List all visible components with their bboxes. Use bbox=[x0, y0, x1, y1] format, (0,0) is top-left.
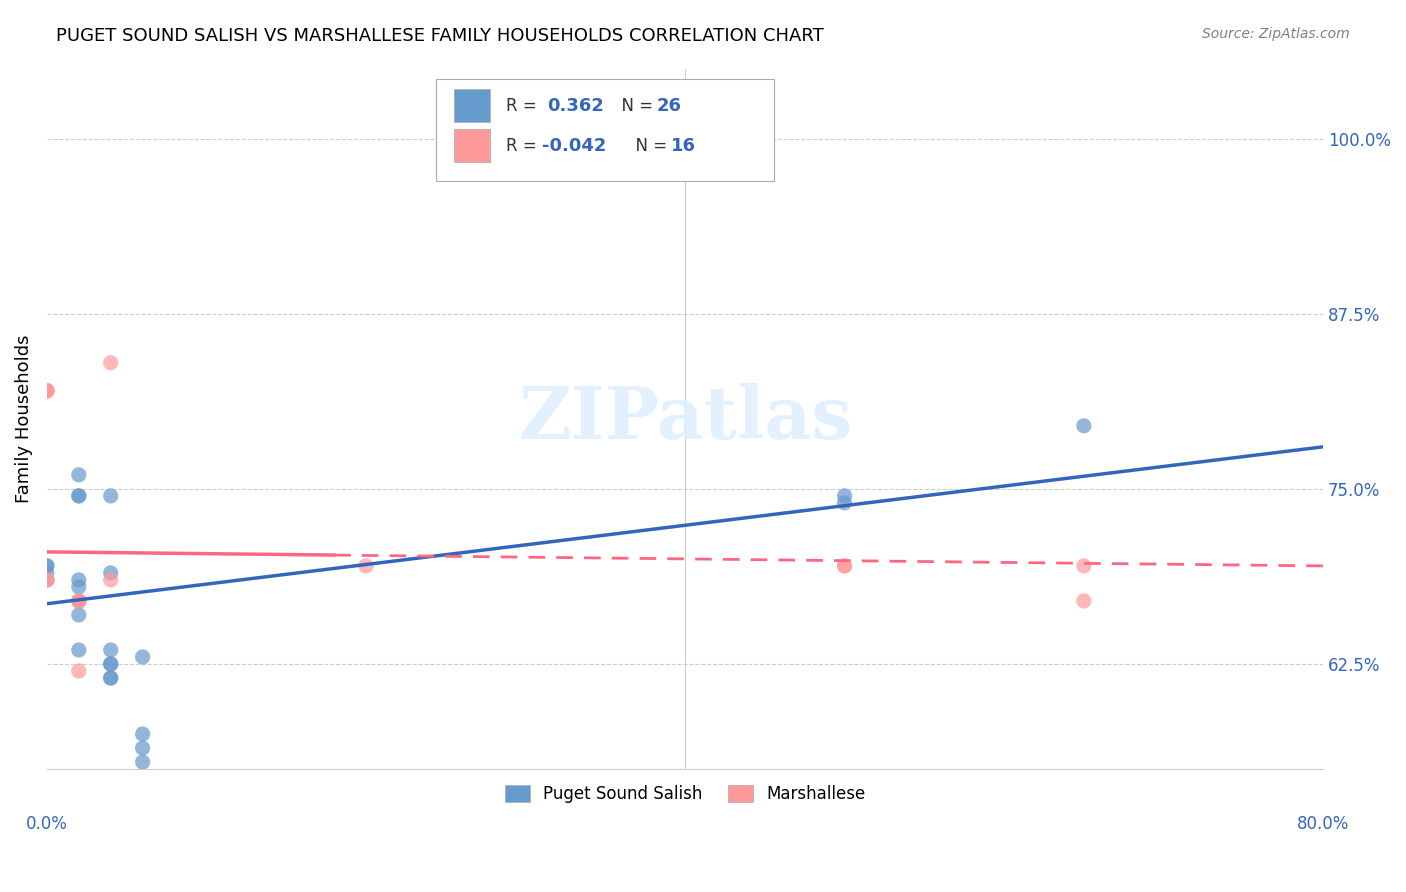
Point bbox=[67, 573, 90, 587]
Point bbox=[354, 558, 377, 573]
Point bbox=[67, 594, 90, 608]
Point bbox=[100, 643, 122, 657]
Point bbox=[35, 566, 58, 580]
Point bbox=[67, 664, 90, 678]
Text: 0.362: 0.362 bbox=[547, 96, 605, 115]
Point bbox=[100, 671, 122, 685]
Point bbox=[100, 573, 122, 587]
Point bbox=[1073, 558, 1095, 573]
Text: PUGET SOUND SALISH VS MARSHALLESE FAMILY HOUSEHOLDS CORRELATION CHART: PUGET SOUND SALISH VS MARSHALLESE FAMILY… bbox=[56, 27, 824, 45]
Text: 0.0%: 0.0% bbox=[25, 815, 67, 833]
Point bbox=[35, 384, 58, 398]
Point bbox=[131, 741, 153, 756]
Point bbox=[35, 573, 58, 587]
Point bbox=[67, 607, 90, 622]
Point bbox=[100, 657, 122, 671]
Point bbox=[1073, 594, 1095, 608]
Text: 80.0%: 80.0% bbox=[1296, 815, 1350, 833]
Point bbox=[100, 566, 122, 580]
Point bbox=[67, 643, 90, 657]
Text: N =: N = bbox=[612, 96, 658, 115]
FancyBboxPatch shape bbox=[436, 79, 775, 180]
Text: R =: R = bbox=[506, 136, 543, 154]
Point bbox=[834, 489, 856, 503]
Y-axis label: Family Households: Family Households bbox=[15, 334, 32, 503]
Text: N =: N = bbox=[626, 136, 672, 154]
Point bbox=[100, 489, 122, 503]
FancyBboxPatch shape bbox=[454, 128, 489, 162]
Text: 26: 26 bbox=[657, 96, 682, 115]
Point bbox=[834, 496, 856, 510]
Text: -0.042: -0.042 bbox=[543, 136, 606, 154]
Point bbox=[67, 489, 90, 503]
Text: ZIPatlas: ZIPatlas bbox=[517, 384, 852, 454]
Point bbox=[131, 727, 153, 741]
Point bbox=[834, 558, 856, 573]
Text: R =: R = bbox=[506, 96, 547, 115]
Text: 16: 16 bbox=[671, 136, 696, 154]
Point bbox=[100, 356, 122, 370]
Point bbox=[35, 573, 58, 587]
Point bbox=[67, 594, 90, 608]
Point bbox=[67, 580, 90, 594]
Point bbox=[67, 489, 90, 503]
Point bbox=[35, 384, 58, 398]
Point bbox=[131, 650, 153, 665]
Point bbox=[67, 467, 90, 482]
Legend: Puget Sound Salish, Marshallese: Puget Sound Salish, Marshallese bbox=[498, 779, 872, 810]
Point bbox=[100, 671, 122, 685]
Point bbox=[35, 558, 58, 573]
Point bbox=[67, 594, 90, 608]
FancyBboxPatch shape bbox=[454, 89, 489, 122]
Text: Source: ZipAtlas.com: Source: ZipAtlas.com bbox=[1202, 27, 1350, 41]
Point bbox=[35, 573, 58, 587]
Point bbox=[35, 384, 58, 398]
Point bbox=[35, 384, 58, 398]
Point bbox=[131, 755, 153, 769]
Point bbox=[1073, 418, 1095, 433]
Point bbox=[100, 657, 122, 671]
Point bbox=[35, 558, 58, 573]
Point bbox=[834, 558, 856, 573]
